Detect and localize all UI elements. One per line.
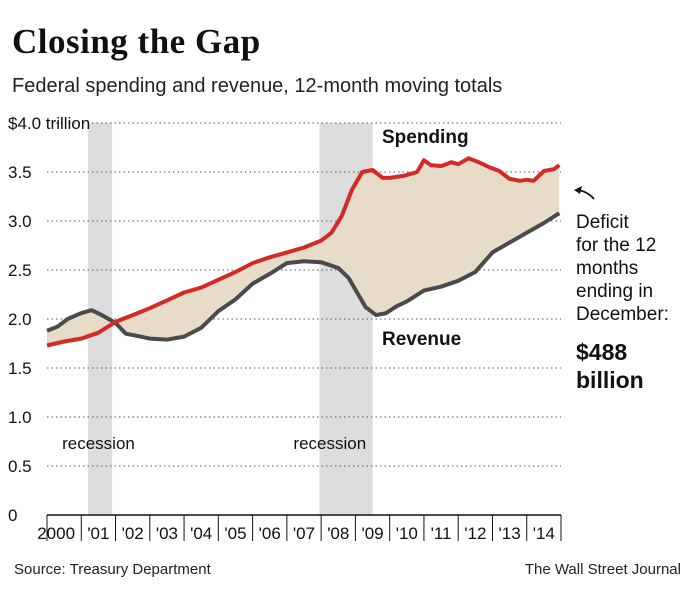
revenue-line <box>46 211 561 342</box>
x-tick-label: '07 <box>293 524 315 543</box>
recession-label: recession <box>62 434 135 453</box>
y-tick-label: 3.0 <box>8 212 32 231</box>
chart-title: Closing the Gap <box>12 22 261 61</box>
y-tick-label: 3.5 <box>8 163 32 182</box>
deficit-value-line: billion <box>576 367 644 393</box>
y-tick-label: $4.0 trillion <box>8 114 90 133</box>
x-tick-label: '03 <box>156 524 178 543</box>
y-tick-label: 0.5 <box>8 457 32 476</box>
deficit-text-line: December: <box>576 304 669 325</box>
x-tick-label: '02 <box>122 524 144 543</box>
annotations: Spending Revenue Deficit for the 12 mont… <box>382 127 669 393</box>
source-note: Source: Treasury Department <box>14 561 211 578</box>
y-tick-label: 1.0 <box>8 408 32 427</box>
deficit-text-line: ending in <box>576 281 653 302</box>
recession-label: recession <box>293 434 366 453</box>
y-axis-ticks: $4.0 trillion 3.5 3.0 2.5 2.0 1.5 1.0 0.5 0 <box>8 114 90 525</box>
series-lines <box>46 156 561 348</box>
deficit-text-line: for the 12 <box>576 235 656 256</box>
y-tick-label: 1.5 <box>8 359 32 378</box>
deficit-value-line: $488 <box>576 339 627 365</box>
deficit-text-line: months <box>576 258 638 279</box>
axes <box>46 514 562 541</box>
x-tick-label: '09 <box>361 524 383 543</box>
x-tick-label: '13 <box>499 524 521 543</box>
x-tick-label: '01 <box>87 524 109 543</box>
x-tick-label: '04 <box>190 524 212 543</box>
x-tick-label: '05 <box>224 524 246 543</box>
x-tick-label: '06 <box>259 524 281 543</box>
y-tick-label: 2.5 <box>8 261 32 280</box>
publisher-credit: The Wall Street Journal <box>524 561 681 578</box>
spending-label: Spending <box>382 127 469 148</box>
y-tick-label: 2.0 <box>8 310 32 329</box>
x-tick-label: '12 <box>464 524 486 543</box>
x-tick-label: '08 <box>327 524 349 543</box>
spending-line <box>46 156 561 348</box>
deficit-text-line: Deficit <box>576 212 630 233</box>
deficit-arrowhead-icon <box>574 186 582 194</box>
deficit-text: Deficit for the 12 months ending in Dece… <box>576 212 669 325</box>
x-axis-ticks: 2000 '01 '02 '03 '04 '05 '06 '07 '08 '09 '10 '11 '12… <box>37 524 555 543</box>
x-tick-label: '11 <box>431 524 452 543</box>
x-tick-label: '10 <box>396 524 418 543</box>
x-tick-label: 2000 <box>37 524 75 543</box>
deficit-value: $488 billion <box>576 339 644 393</box>
x-tick-label: '14 <box>533 524 555 543</box>
chart-subtitle: Federal spending and revenue, 12-month m… <box>12 75 503 97</box>
revenue-label: Revenue <box>382 329 461 350</box>
y-tick-label: 0 <box>8 506 17 525</box>
